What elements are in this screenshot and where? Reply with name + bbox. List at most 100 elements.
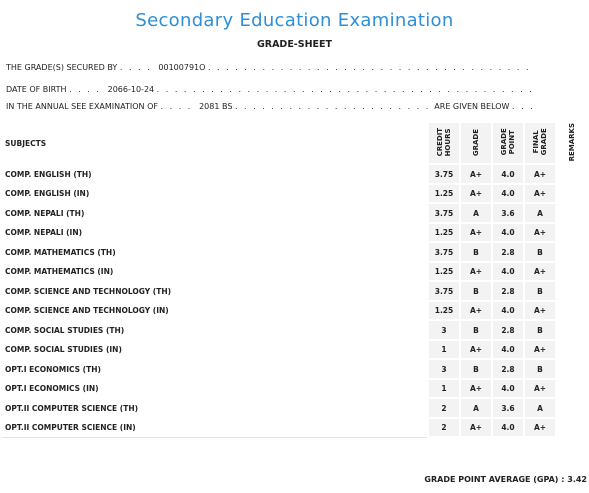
table-row: COMP. SCIENCE AND TECHNOLOGY (TH) 3.75 B 2.… [0,280,589,302]
cell: 4.0 [491,163,525,185]
cell: 3.75 [427,241,461,263]
table-row: COMP. MATHEMATICS (TH) 3.75 B 2.8 B [0,241,589,263]
gpa-value: 3.42 [567,475,587,484]
cell: 3 [427,358,461,380]
cell: A+ [459,299,493,322]
cell: A [459,202,493,224]
cell: 3 [427,319,461,341]
remarks-cell [555,377,589,400]
info-line: THE GRADE(S) SECURED BY 00100791O [6,63,534,72]
cell: B [459,319,493,341]
cell: 2.8 [491,319,525,341]
column-header: CREDIT HOURS [436,127,452,157]
remarks-cell [555,397,589,419]
remarks-cell [555,338,589,361]
cell: A+ [523,260,557,283]
title: Secondary Education Examination [135,10,454,31]
column-header: SUBJECTS [0,120,429,166]
gpa: GRADE POINT AVERAGE (GPA) : 3.42 [424,475,587,484]
cell: 4.0 [491,416,525,439]
column-header-cell: GRADE POINT [491,120,525,166]
cell: 3.6 [491,397,525,419]
info-line: DATE OF BIRTH 2066-10-24 [6,85,534,94]
cell: 4.0 [491,299,525,322]
subject: COMP. MATHEMATICS (IN) [0,260,429,282]
remarks-cell [555,280,589,302]
header-row: SUBJECTS CREDIT HOURS GRADE GRADE POINT FINA… [0,120,589,166]
cell: A+ [459,182,493,205]
subject: COMP. ENGLISH (TH) [0,163,429,185]
cell: B [523,319,557,341]
cell: A+ [459,377,493,400]
subject: COMP. SCIENCE AND TECHNOLOGY (IN) [0,299,429,321]
cell: 2.8 [491,280,525,302]
subject: OPT.I ECONOMICS (IN) [0,377,429,399]
column-header-cell: REMARKS [555,120,589,166]
column-header-cell: CREDIT HOURS [427,120,461,166]
cell: 1.25 [427,260,461,283]
cell: A [459,397,493,419]
gpa-label: GRADE POINT AVERAGE (GPA) : [424,475,565,484]
cell: 4.0 [491,182,525,205]
table-row: COMP. SOCIAL STUDIES (IN) 1 A+ 4.0 A+ [0,338,589,361]
cell: 2.8 [491,241,525,263]
subject: COMP. NEPALI (IN) [0,221,429,243]
remarks-cell [555,358,589,380]
subject: COMP. SOCIAL STUDIES (IN) [0,338,429,360]
remarks-cell [555,221,589,244]
cell: 1 [427,377,461,400]
remarks-cell [555,182,589,205]
table-row: OPT.I ECONOMICS (TH) 3 B 2.8 B [0,358,589,380]
info-label: IN THE ANNUAL SEE EXAMINATION OF [6,102,158,111]
cell: B [459,241,493,263]
cell: A+ [459,260,493,283]
cell: A+ [523,338,557,361]
cell: A+ [523,163,557,185]
cell: A+ [459,416,493,439]
table-row: COMP. ENGLISH (IN) 1.25 A+ 4.0 A+ [0,182,589,205]
cell: 2 [427,416,461,439]
column-header-cell: FINAL GRADE [523,120,557,166]
table-row: COMP. SOCIAL STUDIES (TH) 3 B 2.8 B [0,319,589,341]
cell: 4.0 [491,221,525,244]
table-row: COMP. NEPALI (TH) 3.75 A 3.6 A [0,202,589,224]
table-row: COMP. MATHEMATICS (IN) 1.25 A+ 4.0 A+ [0,260,589,283]
subject: COMP. SCIENCE AND TECHNOLOGY (TH) [0,280,429,302]
table-row: OPT.II COMPUTER SCIENCE (TH) 2 A 3.6 A [0,397,589,419]
remarks-cell [555,163,589,185]
subtitle: GRADE-SHEET [256,39,333,50]
remarks-cell [555,241,589,263]
cell: 2 [427,397,461,419]
subject: OPT.I ECONOMICS (TH) [0,358,429,380]
remarks-cell [555,319,589,341]
cell: A+ [523,377,557,400]
subject: COMP. SOCIAL STUDIES (TH) [0,319,429,341]
subject: COMP. MATHEMATICS (TH) [0,241,429,263]
column-header-cell: GRADE [459,120,493,166]
cell: 1 [427,338,461,361]
table-row: COMP. SCIENCE AND TECHNOLOGY (IN) 1.25 A+ 4… [0,299,589,322]
cell: 1.25 [427,182,461,205]
subject: OPT.II COMPUTER SCIENCE (IN) [0,416,429,438]
cell: A+ [523,299,557,322]
table-row: OPT.II COMPUTER SCIENCE (IN) 2 A+ 4.0 A+ [0,416,589,439]
cell: 3.75 [427,163,461,185]
cell: 4.0 [491,377,525,400]
table-row: COMP. ENGLISH (TH) 3.75 A+ 4.0 A+ [0,163,589,185]
remarks-cell [555,299,589,322]
cell: A+ [523,416,557,439]
subject: OPT.II COMPUTER SCIENCE (TH) [0,397,429,419]
cell: 3.75 [427,202,461,224]
cell: 4.0 [491,260,525,283]
column-header: GRADE [472,128,480,156]
remarks-cell [555,202,589,224]
column-header: REMARKS [568,123,576,162]
subject: COMP. NEPALI (TH) [0,202,429,224]
cell: A+ [523,182,557,205]
info-line: IN THE ANNUAL SEE EXAMINATION OF 2081 BS… [6,102,534,111]
cell: 3.6 [491,202,525,224]
info-suffix: ARE GIVEN BELOW [434,102,510,111]
cell: 2.8 [491,358,525,380]
cell: B [459,358,493,380]
